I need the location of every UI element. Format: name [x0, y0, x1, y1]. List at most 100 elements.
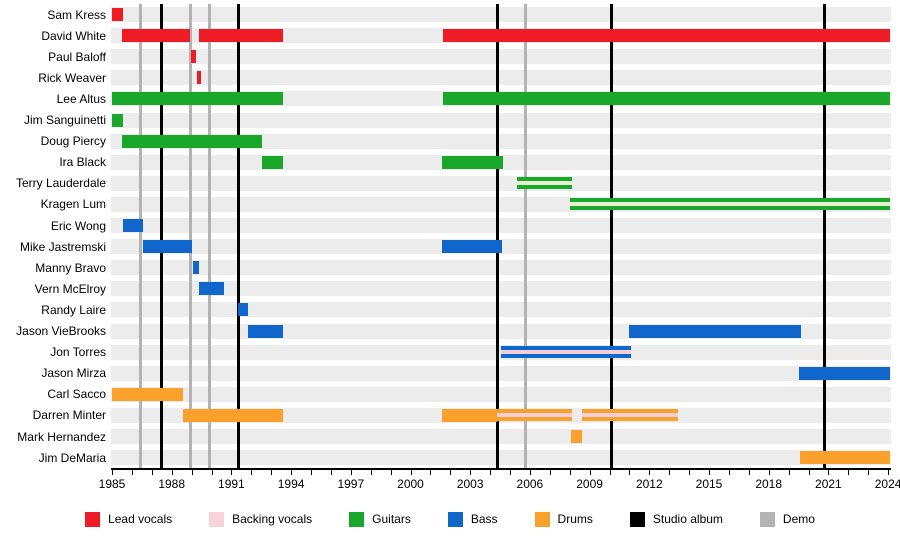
x-axis-tick-label: 1991: [218, 477, 245, 492]
legend-label: Demo: [782, 512, 815, 526]
timeline-bar: [142, 240, 192, 254]
x-axis-tick-label: 2024: [874, 477, 900, 492]
x-axis-tick: [171, 470, 173, 476]
timeline-bar: [198, 29, 284, 43]
x-axis-tick: [728, 470, 730, 476]
x-axis-tick: [828, 470, 830, 476]
member-row-band: [111, 260, 891, 276]
timeline-bar: [112, 8, 123, 22]
x-axis-tick: [669, 470, 671, 476]
x-axis-tick: [291, 470, 293, 476]
legend-label: Backing vocals: [232, 512, 313, 526]
demo-line: [139, 4, 143, 469]
x-axis-tick: [888, 470, 890, 476]
timeline-bar: [799, 451, 891, 465]
legend-item: Demo: [759, 511, 815, 527]
x-axis-tick: [629, 470, 631, 476]
member-label: Terry Lauderdale: [15, 176, 106, 191]
legend-item: Guitars: [349, 511, 411, 527]
timeline-bar: [516, 177, 572, 190]
studio-album-line: [822, 4, 826, 469]
member-row-band: [111, 49, 891, 65]
legend-swatch-guitars: [349, 511, 365, 527]
legend-swatch-backing-vocals: [209, 511, 225, 527]
timeline-bar: [442, 155, 504, 169]
x-axis-tick: [868, 470, 870, 476]
timeline-bar: [497, 409, 572, 422]
legend-label: Drums: [557, 512, 593, 526]
x-axis-tick: [490, 470, 492, 476]
member-row-band: [111, 344, 891, 360]
x-axis-tick-label: 2003: [456, 477, 484, 492]
x-axis-tick: [470, 470, 472, 476]
x-axis-tick: [788, 470, 790, 476]
x-axis-line: [111, 468, 891, 471]
x-axis-tick: [430, 470, 432, 476]
x-axis-tick: [191, 470, 193, 476]
timeline-bar: [581, 409, 679, 422]
x-axis-tick: [689, 470, 691, 476]
member-label: Jason Mirza: [41, 366, 106, 381]
legend-label: Bass: [470, 512, 498, 526]
legend-item: Drums: [534, 511, 593, 527]
x-axis-tick: [350, 470, 352, 476]
member-label: Jim Sanguinetti: [23, 113, 106, 128]
member-label: Rick Weaver: [38, 70, 106, 85]
x-axis-tick: [112, 470, 113, 476]
member-label: Kragen Lum: [40, 197, 106, 212]
x-axis-tick: [808, 470, 810, 476]
x-axis-tick: [768, 470, 770, 476]
x-axis-tick-label: 1985: [98, 477, 126, 492]
x-axis-tick-label: 1997: [337, 477, 365, 492]
member-label: Mike Jastremski: [19, 239, 106, 254]
timeline-bar: [569, 198, 891, 211]
timeline-bar: [112, 92, 284, 106]
member-label: Mark Hernandez: [17, 429, 106, 444]
member-row-band: [111, 386, 891, 402]
timeline-bar: [192, 261, 199, 275]
timeline-bar: [196, 71, 201, 85]
timeline-bar: [442, 240, 503, 254]
x-axis-tick: [709, 470, 710, 476]
timeline-bar: [121, 134, 263, 148]
member-label: Jon Torres: [50, 345, 106, 360]
x-axis-tick: [330, 470, 332, 476]
x-axis-tick: [211, 470, 213, 476]
member-label: Jason VieBrooks: [16, 324, 106, 339]
x-axis-tick-label: 2009: [576, 477, 603, 492]
x-axis-tick: [410, 470, 412, 476]
x-axis-tick-label: 2000: [397, 477, 424, 492]
member-row-band: [111, 281, 891, 297]
timeline-bar: [798, 366, 891, 380]
legend-swatch-demo: [759, 511, 775, 527]
timeline-bar: [182, 408, 284, 422]
member-label: Randy Laire: [41, 302, 106, 317]
studio-album-line: [609, 4, 613, 469]
demo-line: [208, 4, 211, 469]
x-axis-tick-label: 2012: [635, 477, 663, 492]
x-axis-tick: [510, 470, 511, 476]
legend-label: Studio album: [652, 512, 723, 526]
legend-swatch-lead-vocals: [85, 511, 101, 527]
member-row-band: [111, 429, 891, 445]
member-label: David White: [41, 28, 106, 43]
x-axis-tick-label: 2021: [815, 477, 842, 492]
member-label: Paul Baloff: [48, 49, 106, 64]
x-axis-tick: [131, 470, 133, 476]
timeline-bar: [112, 387, 183, 401]
x-axis-tick-label: 2015: [695, 477, 723, 492]
member-label: Darren Minter: [32, 408, 106, 423]
legend-label: Guitars: [372, 512, 411, 526]
timeline-bar: [238, 303, 249, 317]
timeline-bar: [501, 346, 632, 359]
member-label: Manny Bravo: [35, 260, 106, 275]
member-row-band: [111, 365, 891, 381]
member-row-band: [111, 450, 891, 466]
x-axis-tick: [529, 470, 531, 476]
chart-legend: Lead vocals Backing vocals Guitars Bass Drum…: [0, 504, 900, 534]
legend-label: Lead vocals: [108, 512, 173, 526]
member-label: Jim DeMaria: [38, 450, 106, 465]
x-axis-tick-label: 1988: [158, 477, 186, 492]
member-label: Eric Wong: [50, 218, 106, 233]
legend-item: Bass: [447, 511, 498, 527]
